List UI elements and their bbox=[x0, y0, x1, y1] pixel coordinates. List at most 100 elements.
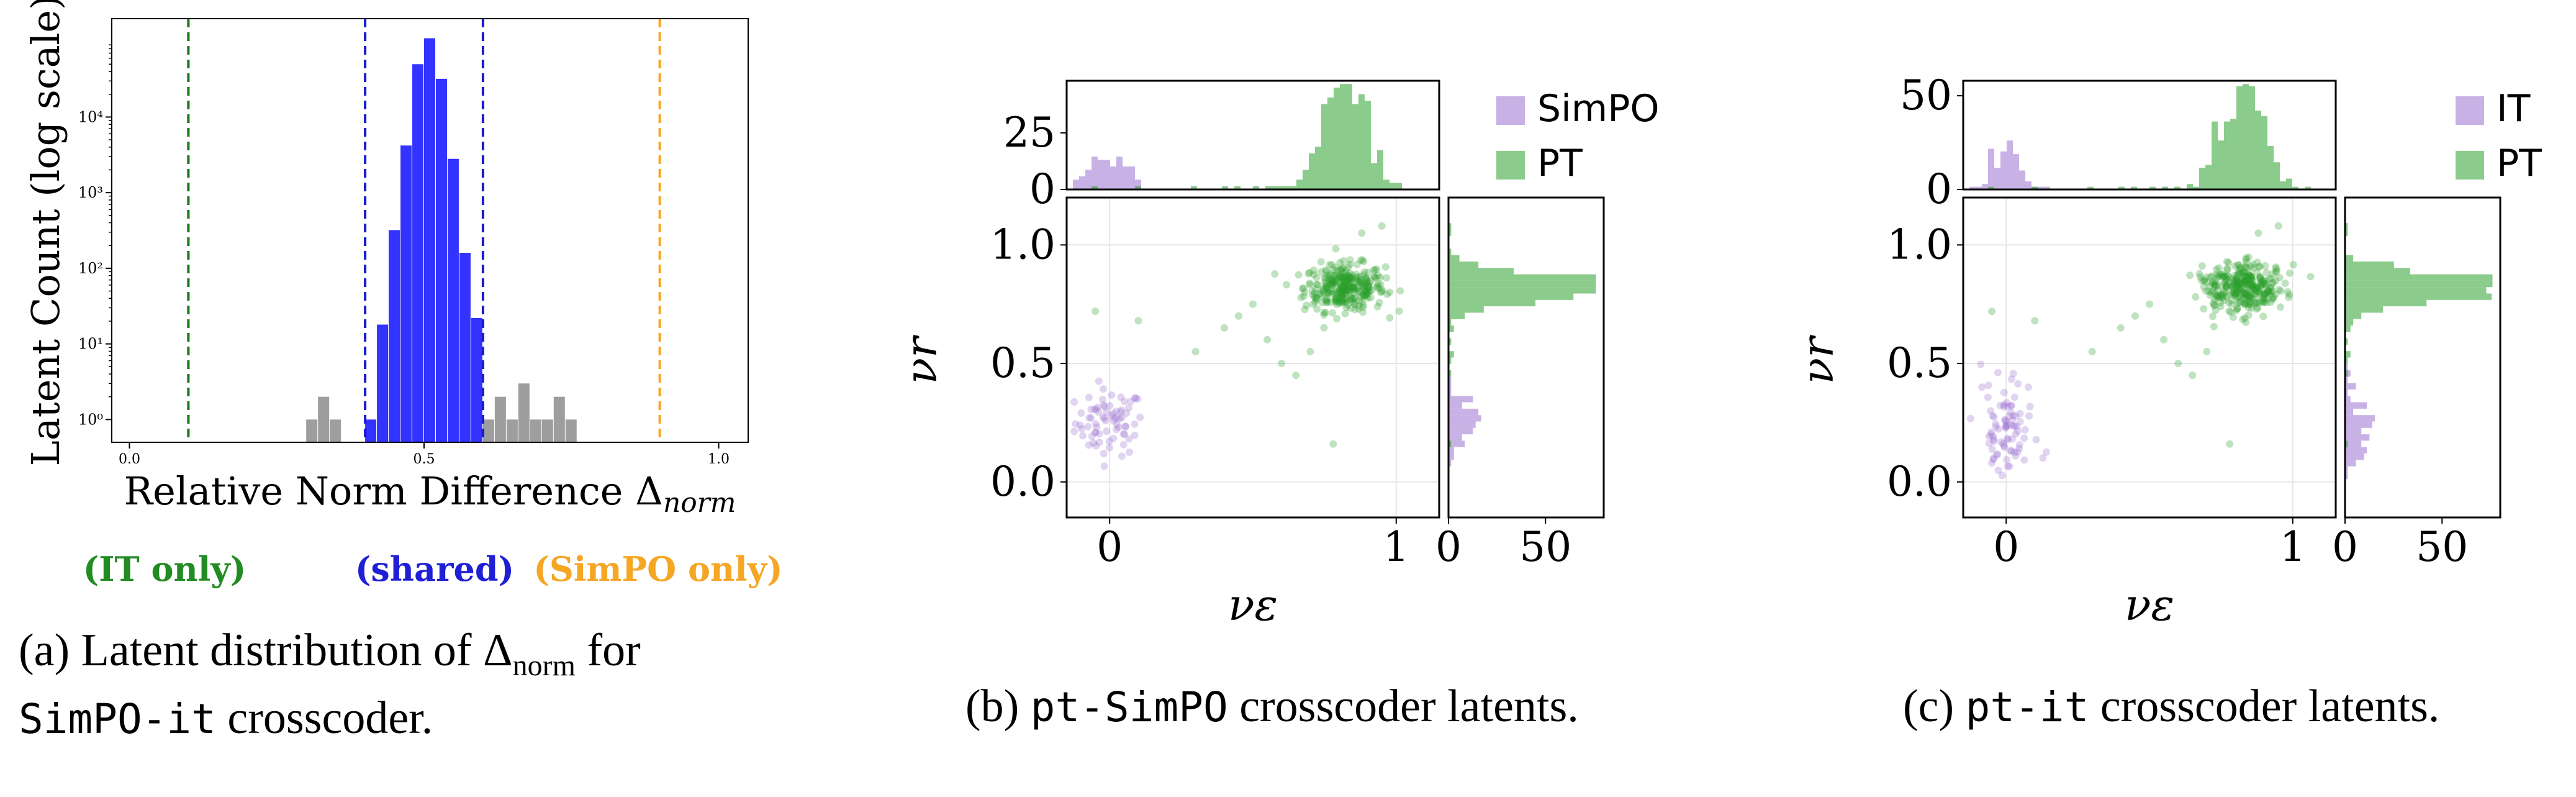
top-hist-bar bbox=[1994, 168, 2000, 189]
x-tick-label: 1 bbox=[2280, 523, 2306, 571]
scatter-point bbox=[2246, 287, 2254, 295]
top-hist-tick-label: 50 bbox=[1900, 71, 1952, 119]
hist-bar bbox=[518, 383, 530, 442]
scatter-point bbox=[2259, 298, 2267, 306]
scatter-point bbox=[2239, 280, 2247, 288]
top-hist-bar bbox=[2305, 186, 2311, 189]
top-hist-bar bbox=[1290, 186, 1296, 189]
scatter-point bbox=[2020, 456, 2028, 464]
scatter-point bbox=[2233, 275, 2241, 283]
scatter-point bbox=[2241, 263, 2249, 271]
right-hist-bar bbox=[2345, 453, 2364, 460]
scatter-point bbox=[1099, 385, 1107, 393]
scatter-point bbox=[2218, 271, 2226, 279]
scatter-point bbox=[2244, 304, 2253, 312]
scatter-point bbox=[2212, 283, 2220, 291]
scatter-point bbox=[1361, 293, 1369, 301]
scatter-point bbox=[2016, 409, 2024, 417]
scatter-point bbox=[2223, 265, 2231, 273]
scatter-point bbox=[1360, 279, 1368, 287]
scatter-point bbox=[1984, 381, 1992, 389]
scatter-point bbox=[1364, 268, 1372, 276]
scatter-point bbox=[2223, 293, 2231, 301]
top-hist-bar bbox=[1079, 176, 1085, 189]
scatter-point bbox=[2239, 294, 2247, 303]
right-hist-bar bbox=[2345, 421, 2372, 428]
scatter-point bbox=[1352, 275, 1360, 283]
scatter-point bbox=[1357, 281, 1365, 289]
scatter-point bbox=[2241, 301, 2249, 309]
scatter-point bbox=[2284, 288, 2292, 296]
scatter-point bbox=[2024, 383, 2032, 391]
scatter-point bbox=[1373, 282, 1381, 290]
right-hist-bar bbox=[2345, 293, 2492, 300]
scatter-point bbox=[1360, 291, 1368, 299]
scatter-point bbox=[2241, 263, 2249, 271]
top-hist-bar bbox=[1135, 180, 1141, 189]
scatter-point bbox=[2215, 272, 2223, 280]
scatter-point bbox=[2241, 294, 2249, 302]
right-hist-bar bbox=[2345, 280, 2493, 288]
scatter-point bbox=[1344, 301, 1352, 309]
scatter-point bbox=[2206, 283, 2214, 291]
scatter-point bbox=[1350, 294, 1358, 303]
scatter-point bbox=[1383, 290, 1391, 298]
right-hist-bar bbox=[2345, 460, 2356, 467]
scatter-point bbox=[2256, 284, 2264, 292]
legend-label: PT bbox=[1537, 142, 1583, 185]
scatter-point bbox=[1348, 275, 1356, 283]
scatter-point bbox=[1295, 271, 1303, 279]
scatter-point bbox=[1356, 275, 1364, 283]
scatter-point bbox=[1327, 281, 1335, 289]
scatter-point bbox=[1339, 281, 1347, 289]
y-tick-label: 0.5 bbox=[1887, 339, 1952, 387]
scatter-point bbox=[1309, 266, 1317, 275]
scatter-point bbox=[1313, 305, 1321, 313]
scatter-point bbox=[1378, 286, 1386, 294]
scatter-point bbox=[1363, 281, 1372, 289]
scatter-point bbox=[2213, 291, 2221, 299]
scatter-point bbox=[2236, 285, 2244, 293]
scatter-point bbox=[1356, 279, 1364, 287]
top-hist-bar bbox=[2025, 181, 2031, 189]
scatter-point bbox=[1987, 407, 1995, 415]
scatter-point bbox=[1358, 308, 1367, 316]
scatter-point bbox=[2235, 280, 2243, 288]
scatter-point bbox=[1396, 287, 1404, 295]
scatter-point bbox=[1344, 276, 1352, 284]
scatter-point bbox=[2266, 284, 2274, 292]
scatter-point bbox=[2272, 268, 2280, 276]
right-hist-bar bbox=[2345, 229, 2348, 236]
scatter-point bbox=[2240, 278, 2248, 286]
scatter-point bbox=[1395, 307, 1403, 315]
scatter-point bbox=[1119, 440, 1128, 449]
scatter-point bbox=[2246, 271, 2254, 280]
scatter-point bbox=[1346, 285, 1354, 293]
y-axis-label: νr bbox=[1792, 335, 1843, 385]
scatter-point bbox=[1349, 298, 1357, 306]
scatter-point bbox=[2238, 293, 2246, 301]
scatter-point bbox=[2263, 289, 2271, 297]
scatter-point bbox=[2248, 280, 2256, 288]
scatter-point bbox=[1323, 285, 1331, 293]
scatter-point bbox=[1311, 298, 1319, 306]
scatter-point bbox=[2004, 435, 2012, 444]
scatter-point bbox=[1345, 269, 1354, 277]
scatter-point bbox=[1320, 311, 1328, 319]
scatter-point bbox=[1100, 414, 1108, 422]
scatter-point bbox=[2233, 288, 2241, 296]
scatter-point bbox=[2235, 278, 2243, 286]
scatter-point bbox=[2224, 272, 2232, 280]
scatter-point bbox=[2257, 278, 2266, 286]
scatter-point bbox=[2221, 273, 2229, 281]
scatter-point bbox=[1079, 432, 1087, 440]
scatter-point bbox=[2281, 280, 2289, 288]
scatter-point bbox=[2015, 444, 2023, 452]
scatter-point bbox=[1324, 283, 1332, 291]
scatter-point bbox=[1373, 265, 1381, 273]
scatter-point bbox=[1350, 284, 1358, 292]
scatter-point bbox=[1339, 285, 1347, 293]
scatter-point bbox=[1325, 275, 1333, 283]
hist-bar bbox=[553, 396, 565, 442]
scatter-point bbox=[2237, 265, 2245, 273]
